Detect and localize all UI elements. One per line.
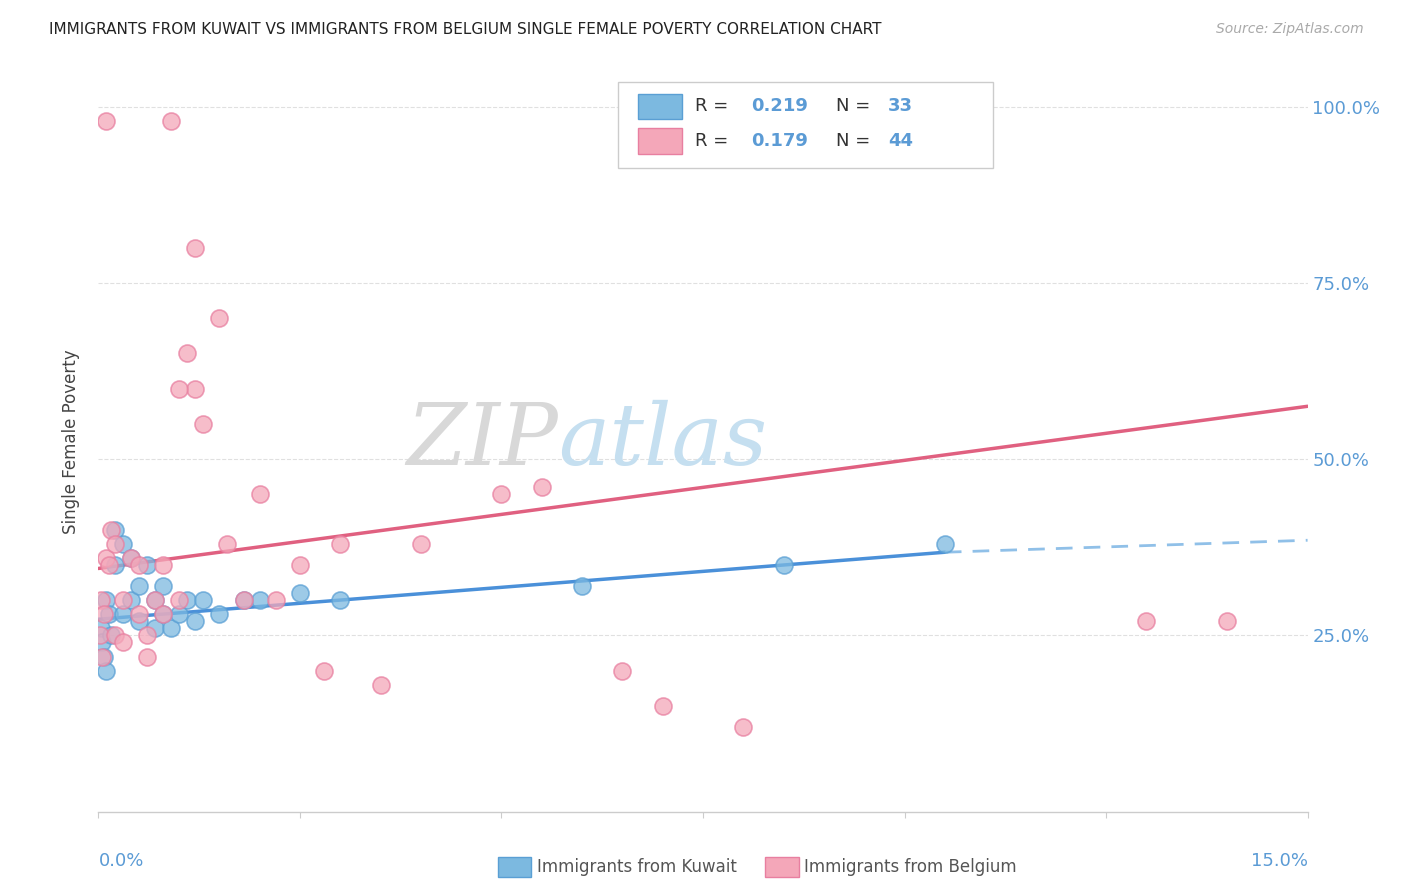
Point bbox=[571, 579, 593, 593]
Point bbox=[97, 607, 120, 622]
Point bbox=[91, 649, 114, 664]
Point bbox=[288, 586, 311, 600]
Point bbox=[128, 607, 150, 622]
Point bbox=[1216, 615, 1239, 629]
Text: N =: N = bbox=[837, 132, 876, 150]
Point bbox=[264, 593, 287, 607]
Point bbox=[193, 417, 215, 431]
Text: ZIP: ZIP bbox=[406, 401, 558, 483]
Text: 0.179: 0.179 bbox=[751, 132, 808, 150]
Text: 0.219: 0.219 bbox=[751, 97, 808, 115]
Point bbox=[184, 241, 207, 255]
Point bbox=[934, 537, 956, 551]
Point bbox=[733, 720, 755, 734]
Point bbox=[135, 649, 157, 664]
Text: 33: 33 bbox=[889, 97, 912, 115]
Point bbox=[128, 558, 150, 572]
Point bbox=[100, 628, 122, 642]
Point bbox=[128, 579, 150, 593]
Point bbox=[100, 523, 122, 537]
Point bbox=[772, 558, 794, 572]
Point bbox=[184, 382, 207, 396]
Point bbox=[152, 607, 174, 622]
Point bbox=[91, 635, 114, 649]
Text: 15.0%: 15.0% bbox=[1250, 853, 1308, 871]
Point bbox=[111, 593, 134, 607]
Text: R =: R = bbox=[695, 132, 734, 150]
Point bbox=[103, 537, 125, 551]
Point bbox=[249, 593, 271, 607]
Point bbox=[1135, 615, 1157, 629]
Point bbox=[96, 664, 118, 678]
Point bbox=[120, 550, 142, 565]
Point bbox=[111, 607, 134, 622]
Point bbox=[160, 113, 183, 128]
FancyBboxPatch shape bbox=[638, 128, 682, 153]
Point bbox=[103, 628, 125, 642]
Point bbox=[143, 621, 166, 635]
Point bbox=[103, 558, 125, 572]
Point bbox=[176, 593, 198, 607]
Point bbox=[103, 523, 125, 537]
Point bbox=[96, 593, 118, 607]
Point bbox=[530, 480, 553, 494]
Point bbox=[208, 311, 231, 326]
Point bbox=[329, 593, 352, 607]
Point bbox=[160, 621, 183, 635]
Text: Immigrants from Belgium: Immigrants from Belgium bbox=[804, 858, 1017, 876]
Point bbox=[143, 593, 166, 607]
Point bbox=[167, 382, 190, 396]
Point bbox=[208, 607, 231, 622]
Point bbox=[249, 487, 271, 501]
Point bbox=[152, 607, 174, 622]
Point bbox=[97, 558, 120, 572]
Point bbox=[111, 635, 134, 649]
Point bbox=[184, 615, 207, 629]
Point bbox=[651, 698, 673, 713]
Point bbox=[152, 579, 174, 593]
Point bbox=[314, 664, 336, 678]
Text: N =: N = bbox=[837, 97, 876, 115]
Point bbox=[409, 537, 432, 551]
Point bbox=[120, 593, 142, 607]
Text: IMMIGRANTS FROM KUWAIT VS IMMIGRANTS FROM BELGIUM SINGLE FEMALE POVERTY CORRELAT: IMMIGRANTS FROM KUWAIT VS IMMIGRANTS FRO… bbox=[49, 22, 882, 37]
Point bbox=[89, 628, 111, 642]
Point bbox=[217, 537, 239, 551]
Point bbox=[135, 558, 157, 572]
Point bbox=[128, 615, 150, 629]
Point bbox=[612, 664, 634, 678]
Point bbox=[90, 621, 112, 635]
Point bbox=[93, 607, 115, 622]
Text: Source: ZipAtlas.com: Source: ZipAtlas.com bbox=[1216, 22, 1364, 37]
Point bbox=[111, 537, 134, 551]
Y-axis label: Single Female Poverty: Single Female Poverty bbox=[62, 350, 80, 533]
Text: 0.0%: 0.0% bbox=[98, 853, 143, 871]
Point bbox=[370, 678, 392, 692]
Point bbox=[90, 593, 112, 607]
Text: 44: 44 bbox=[889, 132, 912, 150]
Point bbox=[232, 593, 254, 607]
Point bbox=[93, 649, 115, 664]
FancyBboxPatch shape bbox=[619, 82, 993, 168]
Point bbox=[96, 550, 118, 565]
Point bbox=[167, 593, 190, 607]
Point bbox=[120, 550, 142, 565]
Point bbox=[232, 593, 254, 607]
Text: atlas: atlas bbox=[558, 401, 768, 483]
Point bbox=[491, 487, 513, 501]
Point bbox=[96, 113, 118, 128]
Point bbox=[167, 607, 190, 622]
FancyBboxPatch shape bbox=[638, 94, 682, 119]
Text: R =: R = bbox=[695, 97, 734, 115]
Point bbox=[176, 346, 198, 360]
Point bbox=[143, 593, 166, 607]
Point bbox=[152, 558, 174, 572]
Point bbox=[193, 593, 215, 607]
Point bbox=[288, 558, 311, 572]
Point bbox=[135, 628, 157, 642]
Text: Immigrants from Kuwait: Immigrants from Kuwait bbox=[537, 858, 737, 876]
Point bbox=[329, 537, 352, 551]
